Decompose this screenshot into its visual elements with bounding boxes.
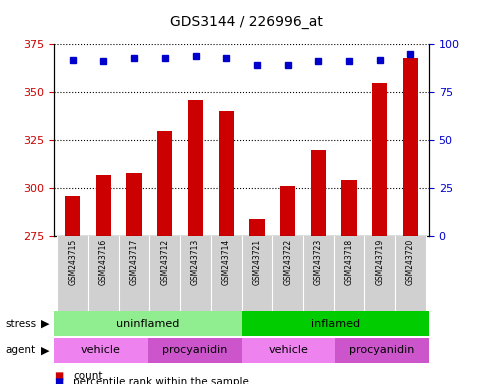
Bar <box>303 236 334 311</box>
Bar <box>88 236 119 311</box>
Bar <box>157 131 173 236</box>
Text: ■: ■ <box>54 371 64 381</box>
Bar <box>57 236 88 311</box>
Bar <box>311 150 326 236</box>
Bar <box>211 236 242 311</box>
Bar <box>149 236 180 311</box>
Text: vehicle: vehicle <box>269 345 308 356</box>
Text: GSM243715: GSM243715 <box>68 238 77 285</box>
Text: GSM243716: GSM243716 <box>99 238 108 285</box>
Bar <box>54 311 242 336</box>
Text: uninflamed: uninflamed <box>116 318 179 329</box>
Text: inflamed: inflamed <box>311 318 360 329</box>
Bar <box>242 236 272 311</box>
Text: procyanidin: procyanidin <box>162 345 227 356</box>
Bar <box>242 338 335 363</box>
Text: GDS3144 / 226996_at: GDS3144 / 226996_at <box>170 15 323 29</box>
Text: agent: agent <box>5 345 35 356</box>
Text: GSM243720: GSM243720 <box>406 238 415 285</box>
Text: vehicle: vehicle <box>81 345 121 356</box>
Text: GSM243719: GSM243719 <box>375 238 384 285</box>
Text: GSM243721: GSM243721 <box>252 238 261 285</box>
Text: ▶: ▶ <box>41 345 50 356</box>
Bar <box>119 236 149 311</box>
Text: GSM243718: GSM243718 <box>345 238 353 285</box>
Text: GSM243723: GSM243723 <box>314 238 323 285</box>
Bar <box>96 175 111 236</box>
Text: GSM243713: GSM243713 <box>191 238 200 285</box>
Text: stress: stress <box>5 318 36 329</box>
Text: GSM243722: GSM243722 <box>283 238 292 285</box>
Bar <box>242 311 429 336</box>
Bar <box>403 58 418 236</box>
Bar <box>148 338 242 363</box>
Bar <box>372 83 387 236</box>
Text: GSM243712: GSM243712 <box>160 238 169 285</box>
Bar <box>180 236 211 311</box>
Bar <box>249 219 265 236</box>
Text: GSM243714: GSM243714 <box>222 238 231 285</box>
Bar <box>335 338 429 363</box>
Bar <box>272 236 303 311</box>
Text: percentile rank within the sample: percentile rank within the sample <box>73 377 249 384</box>
Bar <box>280 186 295 236</box>
Bar <box>54 338 148 363</box>
Bar <box>334 236 364 311</box>
Bar <box>65 196 80 236</box>
Bar <box>395 236 426 311</box>
Text: ■: ■ <box>54 377 64 384</box>
Bar <box>364 236 395 311</box>
Bar <box>188 100 203 236</box>
Text: GSM243717: GSM243717 <box>130 238 139 285</box>
Bar <box>341 180 357 236</box>
Bar <box>126 173 142 236</box>
Text: count: count <box>73 371 103 381</box>
Text: ▶: ▶ <box>41 318 50 329</box>
Text: procyanidin: procyanidin <box>350 345 415 356</box>
Bar <box>218 111 234 236</box>
